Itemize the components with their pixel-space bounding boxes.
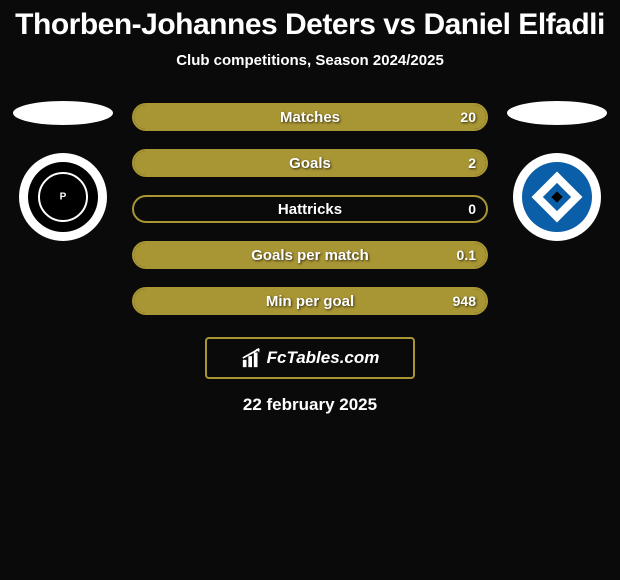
- player-left-placeholder: [13, 101, 113, 125]
- bar-value-right: 948: [453, 293, 476, 309]
- left-player-col: [8, 89, 118, 241]
- subtitle: Club competitions, Season 2024/2025: [176, 52, 444, 69]
- main-row: Matches 20 Goals 2 Hattricks 0: [0, 89, 620, 315]
- club-left-logo: [19, 153, 107, 241]
- bar-label: Goals: [289, 155, 331, 172]
- preussen-badge-icon: [28, 162, 98, 232]
- hsv-badge-icon: [522, 162, 592, 232]
- player-right-placeholder: [507, 101, 607, 125]
- bar-value-right: 2: [468, 155, 476, 171]
- bar-goals: Goals 2: [132, 149, 488, 177]
- bar-label: Hattricks: [278, 201, 342, 218]
- bar-label: Matches: [280, 109, 340, 126]
- right-player-col: [502, 89, 612, 241]
- date: 22 february 2025: [243, 395, 377, 415]
- bar-matches: Matches 20: [132, 103, 488, 131]
- club-right-logo: [513, 153, 601, 241]
- comparison-card: Thorben-Johannes Deters vs Daniel Elfadl…: [0, 0, 620, 415]
- bar-chart-icon: [241, 347, 263, 369]
- brand-box[interactable]: FcTables.com: [205, 337, 415, 379]
- brand-text: FcTables.com: [267, 348, 380, 368]
- bar-hattricks: Hattricks 0: [132, 195, 488, 223]
- bar-label: Min per goal: [266, 293, 354, 310]
- bar-label: Goals per match: [251, 247, 369, 264]
- bar-value-right: 0: [468, 201, 476, 217]
- page-title: Thorben-Johannes Deters vs Daniel Elfadl…: [15, 8, 605, 42]
- stats-bars: Matches 20 Goals 2 Hattricks 0: [118, 103, 502, 315]
- bar-goals-per-match: Goals per match 0.1: [132, 241, 488, 269]
- bar-value-right: 0.1: [457, 247, 476, 263]
- bar-value-right: 20: [460, 109, 476, 125]
- bar-min-per-goal: Min per goal 948: [132, 287, 488, 315]
